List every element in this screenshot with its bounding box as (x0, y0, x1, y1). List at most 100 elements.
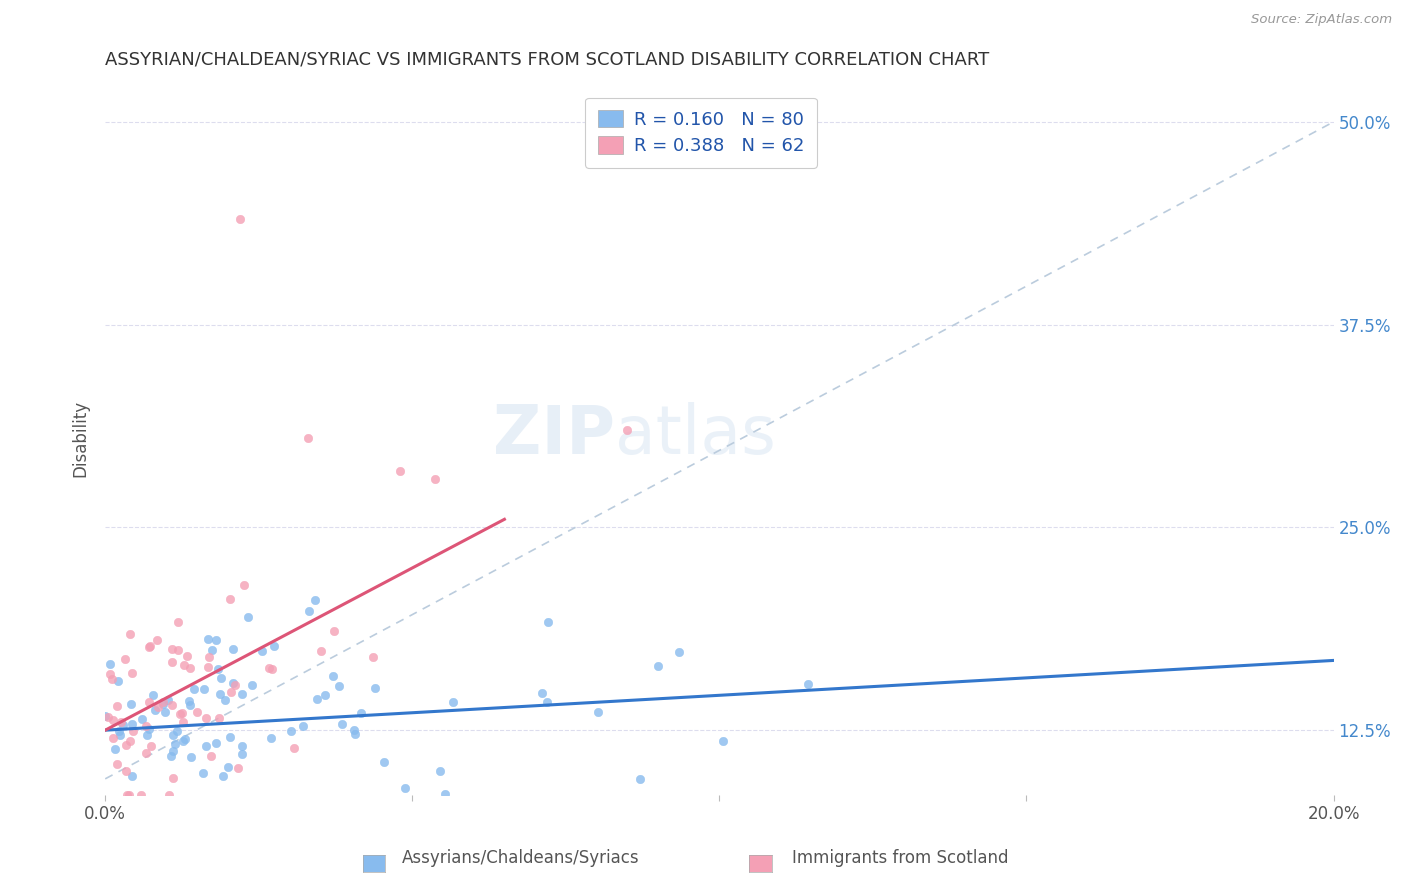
Point (207, 662, 229, 676)
Point (328, 679, 350, 693)
Point (647, 659, 669, 673)
Point (219, 591, 242, 606)
Point (152, 695, 174, 709)
Point (343, 727, 366, 741)
Point (115, 764, 138, 779)
Point (110, 715, 132, 730)
Point (259, 661, 281, 675)
Point (134, 746, 156, 760)
Point (120, 627, 142, 641)
Point (121, 724, 143, 739)
Point (162, 744, 184, 758)
Point (200, 748, 222, 763)
Point (283, 740, 305, 755)
Point (117, 788, 139, 802)
Point (179, 698, 201, 712)
Point (98, 657, 121, 671)
Point (394, 780, 416, 795)
Point (136, 728, 159, 742)
Point (103, 714, 125, 728)
Point (330, 716, 353, 731)
Y-axis label: Disability: Disability (72, 400, 89, 476)
Point (197, 650, 219, 665)
Point (323, 624, 346, 638)
Point (217, 759, 239, 773)
Point (297, 431, 319, 445)
Point (152, 698, 174, 712)
Point (219, 685, 242, 699)
Point (218, 731, 240, 745)
Point (232, 578, 254, 592)
Point (298, 604, 321, 618)
Point (145, 633, 167, 648)
Point (142, 688, 165, 702)
Point (179, 661, 201, 675)
Point (309, 644, 332, 658)
Point (107, 674, 129, 689)
Point (429, 764, 451, 778)
Point (231, 739, 253, 753)
Point (156, 693, 179, 707)
Point (537, 615, 560, 629)
Point (195, 739, 218, 754)
Point (121, 665, 143, 680)
Point (231, 747, 253, 761)
Point (364, 681, 387, 695)
Point (167, 643, 190, 657)
Text: atlas: atlas (614, 401, 776, 467)
Point (205, 736, 228, 750)
Point (162, 728, 184, 742)
Point (153, 705, 176, 719)
Point (530, 686, 553, 700)
Point (250, 643, 273, 657)
Point (135, 719, 157, 733)
Point (163, 737, 186, 751)
Point (167, 615, 190, 630)
Point (120, 734, 142, 748)
Point (240, 678, 263, 692)
Point (222, 676, 245, 690)
Point (139, 739, 162, 753)
Point (108, 728, 131, 742)
Point (433, 787, 456, 801)
Point (229, 212, 252, 227)
Point (186, 705, 208, 719)
Point (120, 697, 142, 711)
Point (172, 714, 194, 729)
Point (143, 703, 166, 717)
Point (588, 706, 610, 720)
Point (183, 681, 205, 696)
Point (441, 695, 464, 709)
Point (343, 723, 366, 737)
Point (711, 734, 734, 748)
Point (222, 641, 245, 656)
Point (160, 748, 183, 763)
Point (208, 687, 231, 701)
Text: Source: ZipAtlas.com: Source: ZipAtlas.com (1251, 13, 1392, 27)
Point (98, 666, 121, 681)
Point (322, 669, 344, 683)
Text: Immigrants from Scotland: Immigrants from Scotland (792, 849, 1008, 867)
Point (104, 742, 127, 756)
Point (193, 681, 215, 696)
Point (138, 640, 160, 654)
Point (361, 650, 384, 665)
Point (260, 661, 283, 675)
Point (105, 699, 128, 714)
Text: ZIP: ZIP (494, 401, 614, 467)
Point (194, 711, 217, 725)
Point (114, 652, 136, 666)
Point (231, 687, 253, 701)
Point (138, 722, 160, 736)
Point (166, 723, 188, 738)
Point (280, 723, 302, 738)
Point (157, 788, 180, 802)
Point (425, 472, 447, 486)
Point (214, 692, 236, 706)
Point (118, 788, 141, 802)
Point (129, 788, 152, 802)
Point (797, 677, 820, 691)
Point (373, 755, 395, 769)
Point (94, 709, 117, 723)
Point (668, 645, 690, 659)
